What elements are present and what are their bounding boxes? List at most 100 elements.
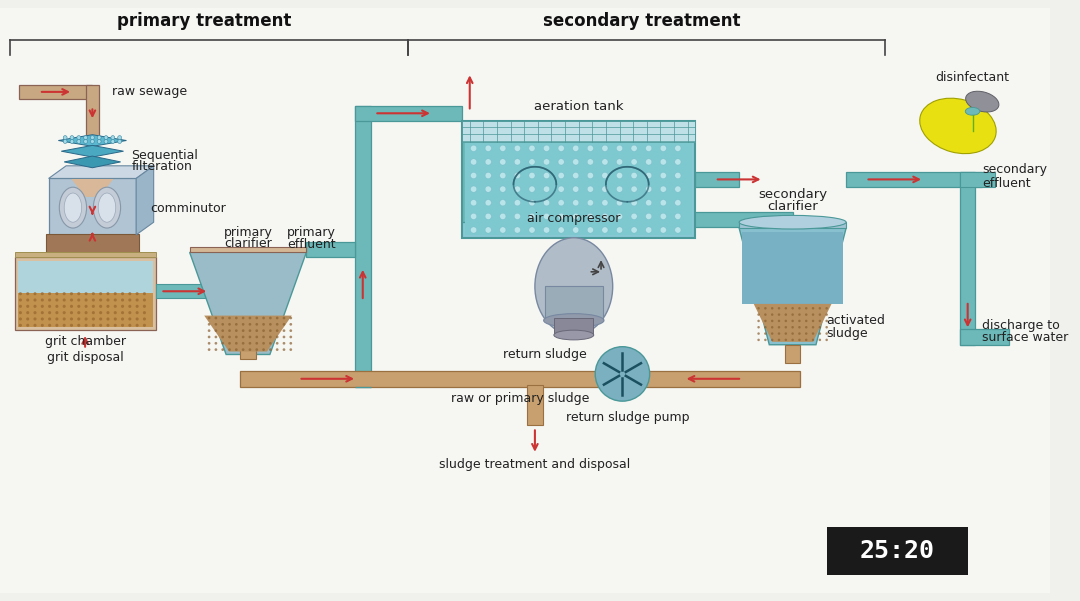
Circle shape — [500, 186, 505, 192]
Circle shape — [228, 342, 231, 344]
Circle shape — [602, 186, 608, 192]
Circle shape — [55, 305, 58, 308]
Circle shape — [617, 159, 623, 165]
Circle shape — [572, 186, 579, 192]
Circle shape — [84, 299, 87, 302]
Circle shape — [825, 338, 828, 341]
Circle shape — [99, 299, 103, 302]
Circle shape — [500, 159, 505, 165]
Circle shape — [514, 227, 521, 233]
Circle shape — [558, 213, 564, 219]
Circle shape — [757, 313, 760, 316]
Circle shape — [55, 292, 58, 295]
Circle shape — [631, 227, 637, 233]
Circle shape — [602, 159, 608, 165]
Circle shape — [485, 186, 491, 192]
Circle shape — [255, 342, 258, 344]
Text: effluent: effluent — [983, 177, 1031, 190]
Circle shape — [63, 311, 66, 314]
Circle shape — [99, 324, 103, 327]
Circle shape — [617, 172, 623, 178]
Circle shape — [471, 186, 476, 192]
Circle shape — [660, 213, 666, 219]
Bar — [15, 257, 156, 330]
Circle shape — [588, 213, 593, 219]
Circle shape — [255, 317, 258, 319]
Bar — [960, 172, 975, 345]
Circle shape — [63, 305, 66, 308]
Circle shape — [588, 227, 593, 233]
Circle shape — [33, 305, 37, 308]
Circle shape — [617, 227, 623, 233]
Polygon shape — [754, 304, 832, 342]
Circle shape — [118, 136, 122, 139]
Circle shape — [136, 299, 138, 302]
Circle shape — [289, 329, 293, 332]
Circle shape — [215, 342, 217, 344]
Circle shape — [255, 323, 258, 326]
Circle shape — [771, 307, 773, 310]
Circle shape — [33, 324, 37, 327]
Circle shape — [228, 323, 231, 326]
Circle shape — [572, 172, 579, 178]
Circle shape — [41, 311, 44, 314]
Circle shape — [514, 172, 521, 178]
Circle shape — [819, 307, 821, 310]
Circle shape — [33, 317, 37, 320]
Text: disinfectant: disinfectant — [935, 71, 1010, 84]
Circle shape — [675, 172, 681, 178]
Circle shape — [78, 324, 80, 327]
Circle shape — [215, 348, 217, 351]
Bar — [190, 246, 307, 252]
Circle shape — [41, 324, 44, 327]
Circle shape — [235, 323, 238, 326]
Circle shape — [798, 320, 800, 322]
Circle shape — [572, 213, 579, 219]
Circle shape — [529, 159, 535, 165]
Circle shape — [500, 227, 505, 233]
Circle shape — [572, 200, 579, 206]
Circle shape — [136, 324, 138, 327]
Circle shape — [825, 326, 828, 329]
Circle shape — [778, 307, 780, 310]
Circle shape — [18, 311, 22, 314]
Circle shape — [778, 338, 780, 341]
Circle shape — [283, 335, 285, 338]
Circle shape — [778, 320, 780, 322]
Text: grit chamber: grit chamber — [44, 335, 125, 349]
Circle shape — [269, 329, 272, 332]
Circle shape — [248, 329, 252, 332]
Circle shape — [675, 186, 681, 192]
Circle shape — [143, 292, 146, 295]
Circle shape — [588, 159, 593, 165]
Circle shape — [113, 311, 117, 314]
Circle shape — [792, 320, 794, 322]
Circle shape — [631, 159, 637, 165]
Circle shape — [99, 292, 103, 295]
Bar — [544, 287, 603, 320]
Circle shape — [275, 317, 279, 319]
Bar — [554, 317, 593, 335]
Circle shape — [819, 338, 821, 341]
Ellipse shape — [966, 91, 999, 112]
Circle shape — [805, 326, 808, 329]
Circle shape — [107, 292, 109, 295]
Circle shape — [275, 335, 279, 338]
Circle shape — [63, 292, 66, 295]
Text: effluent: effluent — [287, 238, 336, 251]
Circle shape — [514, 186, 521, 192]
Bar — [45, 234, 139, 254]
Circle shape — [543, 145, 550, 151]
Circle shape — [215, 335, 217, 338]
Bar — [696, 172, 739, 187]
Circle shape — [143, 311, 146, 314]
Circle shape — [221, 329, 224, 332]
Circle shape — [812, 307, 814, 310]
Circle shape — [543, 213, 550, 219]
Circle shape — [514, 145, 521, 151]
Circle shape — [18, 299, 22, 302]
Circle shape — [18, 305, 22, 308]
Circle shape — [207, 335, 211, 338]
Circle shape — [819, 326, 821, 329]
Circle shape — [70, 136, 73, 139]
